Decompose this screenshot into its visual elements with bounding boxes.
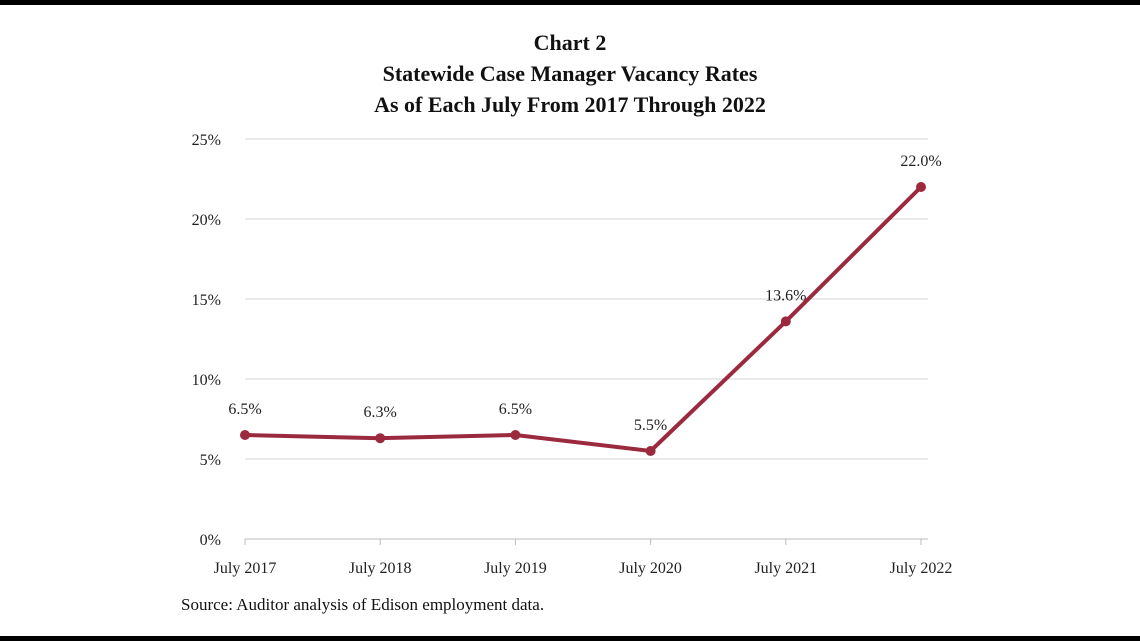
y-tick-label: 15%: [192, 292, 221, 309]
chart-page: Chart 2 Statewide Case Manager Vacancy R…: [0, 5, 1140, 636]
x-tick-labels: July 2017 July 2018 July 2019 July 2020 July…: [214, 560, 953, 577]
line-chart: 0%5%10%15%20%25% July 2017 July 2018 July …: [192, 132, 953, 577]
x-tick-label: July 2019: [484, 560, 547, 577]
data-label: 22.0%: [900, 153, 941, 170]
chart-subtitle-line-1: Statewide Case Manager Vacancy Rates: [382, 61, 758, 86]
y-tick-labels: 0% 5% 10% 15% 20% 25%: [192, 132, 221, 549]
data-label: 13.6%: [765, 287, 806, 304]
series-vacancy-rate: [240, 182, 926, 456]
chart-title-block: Chart 2 Statewide Case Manager Vacancy R…: [0, 27, 1140, 120]
data-point: [645, 446, 656, 456]
chart-title: Chart 2: [533, 30, 607, 55]
chart-subtitle-line-2: As of Each July From 2017 Through 2022: [374, 92, 766, 117]
data-label: 6.5%: [228, 401, 261, 418]
data-point: [240, 430, 250, 440]
x-axis: [244, 538, 928, 545]
data-label: 6.5%: [499, 401, 532, 418]
data-point: [916, 182, 926, 192]
y-tick-label: 10%: [192, 372, 221, 389]
data-point: [510, 430, 521, 440]
x-tick-label: July 2018: [349, 560, 412, 577]
gridlines: [245, 138, 928, 460]
data-point: [780, 316, 791, 327]
y-tick-label: 25%: [192, 132, 221, 149]
y-tick-label: 5%: [200, 452, 221, 469]
x-tick-label: July 2022: [890, 560, 953, 577]
x-tick-label: July 2020: [619, 560, 682, 577]
x-tick-label: July 2021: [754, 560, 817, 577]
y-tick-label: 20%: [192, 212, 221, 229]
x-tick-label: July 2017: [214, 560, 277, 577]
data-label: 5.5%: [634, 417, 667, 434]
source-note: Source: Auditor analysis of Edison emplo…: [181, 595, 545, 614]
data-point: [375, 433, 386, 444]
y-tick-label: 0%: [200, 532, 221, 549]
data-label: 6.3%: [364, 404, 397, 421]
series-line: [243, 185, 923, 453]
data-labels: 6.5% 6.3% 6.5% 5.5% 13.6% 22.0%: [228, 153, 941, 434]
